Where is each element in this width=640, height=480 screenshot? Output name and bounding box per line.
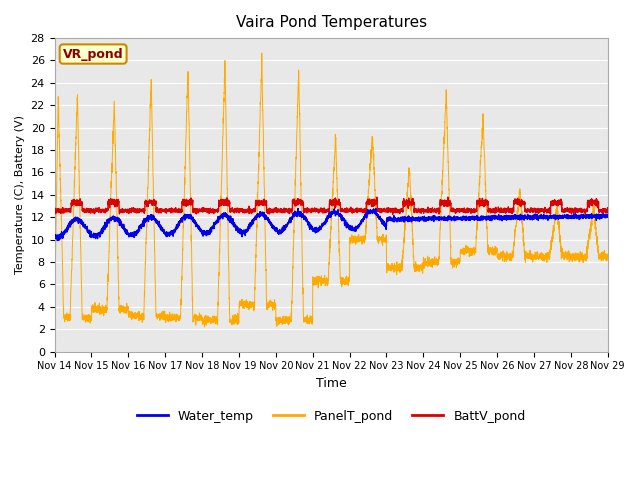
Y-axis label: Temperature (C), Battery (V): Temperature (C), Battery (V): [15, 115, 25, 274]
X-axis label: Time: Time: [316, 377, 346, 390]
Text: VR_pond: VR_pond: [63, 48, 124, 60]
Legend: Water_temp, PanelT_pond, BattV_pond: Water_temp, PanelT_pond, BattV_pond: [132, 405, 531, 428]
Title: Vaira Pond Temperatures: Vaira Pond Temperatures: [236, 15, 427, 30]
